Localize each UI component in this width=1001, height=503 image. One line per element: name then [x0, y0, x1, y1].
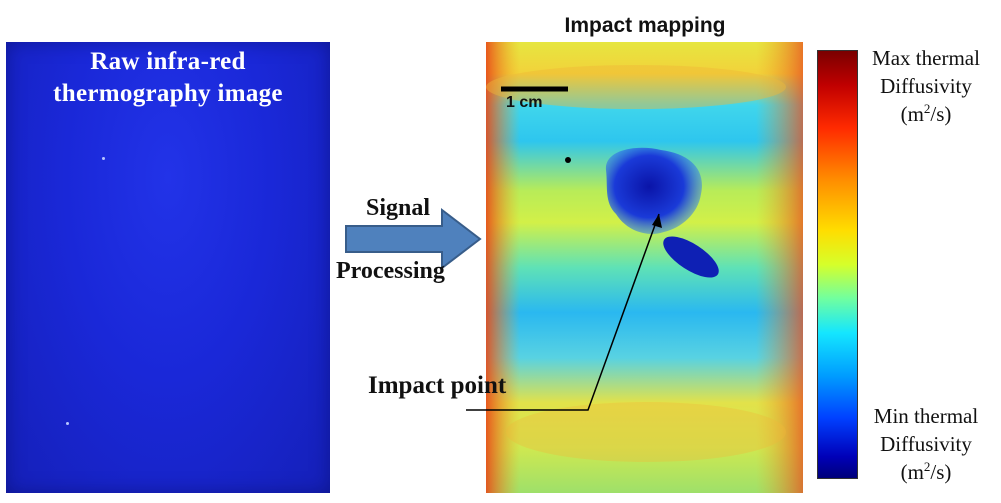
cb-min-line2: Diffusivity	[880, 432, 972, 456]
cb-max-line2: Diffusivity	[880, 74, 972, 98]
processing-label: Processing	[336, 258, 445, 284]
unit-exponent: 2	[923, 459, 931, 474]
cb-min-unit: (m2/s)	[856, 458, 996, 486]
hot-pixel	[66, 422, 69, 425]
unit-suffix: /s)	[930, 102, 952, 126]
colorbar-min-label: Min thermal Diffusivity (m2/s)	[856, 402, 996, 486]
scale-bar-label: 1 cm	[506, 94, 543, 111]
unit-prefix: (m	[900, 460, 924, 484]
raw-title-line2: thermography image	[53, 80, 283, 107]
raw-title-line1: Raw infra-red	[90, 48, 246, 75]
impact-point-label: Impact point	[368, 372, 507, 399]
hot-pixel	[102, 157, 105, 160]
cb-max-line1: Max thermal	[872, 46, 980, 70]
unit-suffix: /s)	[930, 460, 952, 484]
processing-arrow-icon	[345, 207, 482, 271]
colorbar-max-label: Max thermal Diffusivity (m2/s)	[856, 44, 996, 128]
cb-min-line1: Min thermal	[873, 404, 979, 428]
impact-map-title: Impact mapping	[564, 14, 726, 37]
unit-exponent: 2	[923, 101, 931, 116]
unit-prefix: (m	[900, 102, 924, 126]
diffusivity-colorbar	[817, 50, 858, 479]
raw-ir-image: Raw infra-red thermography image	[6, 42, 330, 493]
raw-image-title: Raw infra-red thermography image	[6, 46, 330, 110]
signal-label: Signal	[366, 195, 431, 221]
cb-max-unit: (m2/s)	[856, 100, 996, 128]
